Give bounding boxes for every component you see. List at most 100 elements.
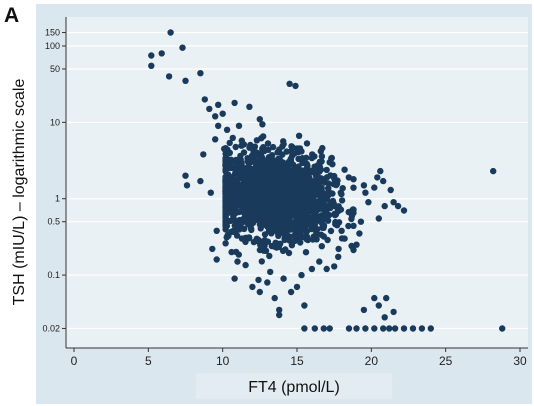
- data-point: [286, 80, 293, 88]
- data-point: [294, 189, 302, 196]
- x-axis-ticks: 0 5 10 15 20 25 30: [71, 348, 527, 368]
- data-point: [213, 256, 220, 263]
- data-point: [375, 215, 382, 222]
- data-point: [288, 242, 296, 249]
- data-point: [293, 164, 300, 171]
- data-point: [242, 261, 249, 269]
- data-point: [264, 169, 271, 177]
- y-tick-label: 50: [50, 64, 60, 74]
- data-point: [239, 225, 247, 232]
- y-tick-label: 0.5: [47, 217, 60, 227]
- data-point: [327, 227, 335, 235]
- data-point: [298, 205, 305, 212]
- data-point: [304, 221, 311, 228]
- data-point: [264, 279, 271, 286]
- data-point: [228, 248, 235, 256]
- data-point: [251, 198, 258, 206]
- x-tick-label: 10: [216, 354, 230, 368]
- data-point: [290, 180, 297, 187]
- y-axis-title: TSH (mIU/L) – logarithmic scale: [11, 79, 28, 306]
- data-point: [318, 158, 325, 165]
- data-point: [259, 121, 266, 128]
- data-point: [326, 325, 333, 332]
- data-point: [248, 226, 255, 234]
- data-point: [338, 197, 346, 204]
- data-point: [309, 204, 316, 212]
- data-point: [387, 186, 394, 194]
- data-point: [301, 325, 308, 332]
- data-points: [148, 29, 506, 332]
- data-point: [321, 205, 328, 212]
- data-point: [273, 203, 280, 211]
- data-point: [308, 215, 315, 223]
- data-point: [262, 191, 269, 198]
- data-point: [499, 325, 506, 332]
- data-point: [381, 314, 388, 321]
- data-point: [219, 110, 226, 117]
- data-point: [201, 96, 208, 103]
- data-point: [167, 29, 174, 36]
- data-point: [221, 145, 228, 152]
- data-point: [222, 240, 229, 247]
- data-point: [212, 113, 219, 120]
- data-point: [206, 105, 213, 113]
- data-point: [400, 325, 408, 332]
- data-point: [271, 187, 278, 194]
- data-point: [377, 167, 384, 175]
- data-point: [222, 200, 229, 207]
- data-point: [250, 158, 257, 165]
- data-point: [261, 159, 269, 166]
- data-point: [279, 247, 287, 255]
- data-point: [250, 238, 258, 246]
- data-point: [249, 167, 256, 174]
- data-point: [374, 174, 381, 181]
- data-point: [284, 171, 291, 178]
- data-point: [197, 70, 204, 77]
- data-point: [148, 62, 155, 69]
- data-point: [333, 180, 341, 188]
- data-point: [183, 182, 191, 189]
- data-point: [276, 311, 283, 319]
- data-point: [323, 166, 330, 174]
- data-point: [276, 185, 284, 192]
- x-tick-label: 30: [513, 354, 527, 368]
- data-point: [222, 168, 229, 175]
- data-point: [353, 325, 360, 332]
- data-point: [311, 325, 318, 332]
- data-point: [375, 302, 382, 309]
- data-point: [182, 172, 189, 179]
- data-point: [212, 136, 219, 143]
- data-point: [278, 165, 286, 172]
- y-tick-label: 1: [55, 194, 60, 204]
- data-point: [254, 187, 261, 194]
- data-point: [318, 184, 325, 192]
- data-point: [303, 140, 311, 147]
- data-point: [318, 219, 325, 227]
- data-point: [317, 176, 324, 184]
- data-point: [244, 157, 251, 165]
- data-point: [334, 208, 342, 215]
- data-point: [298, 199, 306, 207]
- data-point: [222, 156, 229, 163]
- data-point: [325, 185, 332, 192]
- data-point: [303, 160, 310, 168]
- data-point: [362, 189, 369, 196]
- data-point: [282, 201, 289, 208]
- data-point: [200, 151, 207, 158]
- data-point: [314, 226, 321, 233]
- data-point: [259, 178, 266, 185]
- data-point: [341, 166, 348, 173]
- data-point: [229, 134, 236, 142]
- data-point: [348, 212, 356, 219]
- data-point: [287, 157, 295, 165]
- x-tick-label: 20: [365, 354, 379, 368]
- data-point: [277, 179, 284, 186]
- data-point: [268, 230, 275, 237]
- data-point: [311, 167, 318, 174]
- data-point: [299, 155, 306, 162]
- data-point: [400, 207, 408, 214]
- data-point: [257, 195, 264, 202]
- y-tick-label: 10: [50, 117, 60, 127]
- data-point: [271, 173, 278, 180]
- data-point: [365, 199, 372, 206]
